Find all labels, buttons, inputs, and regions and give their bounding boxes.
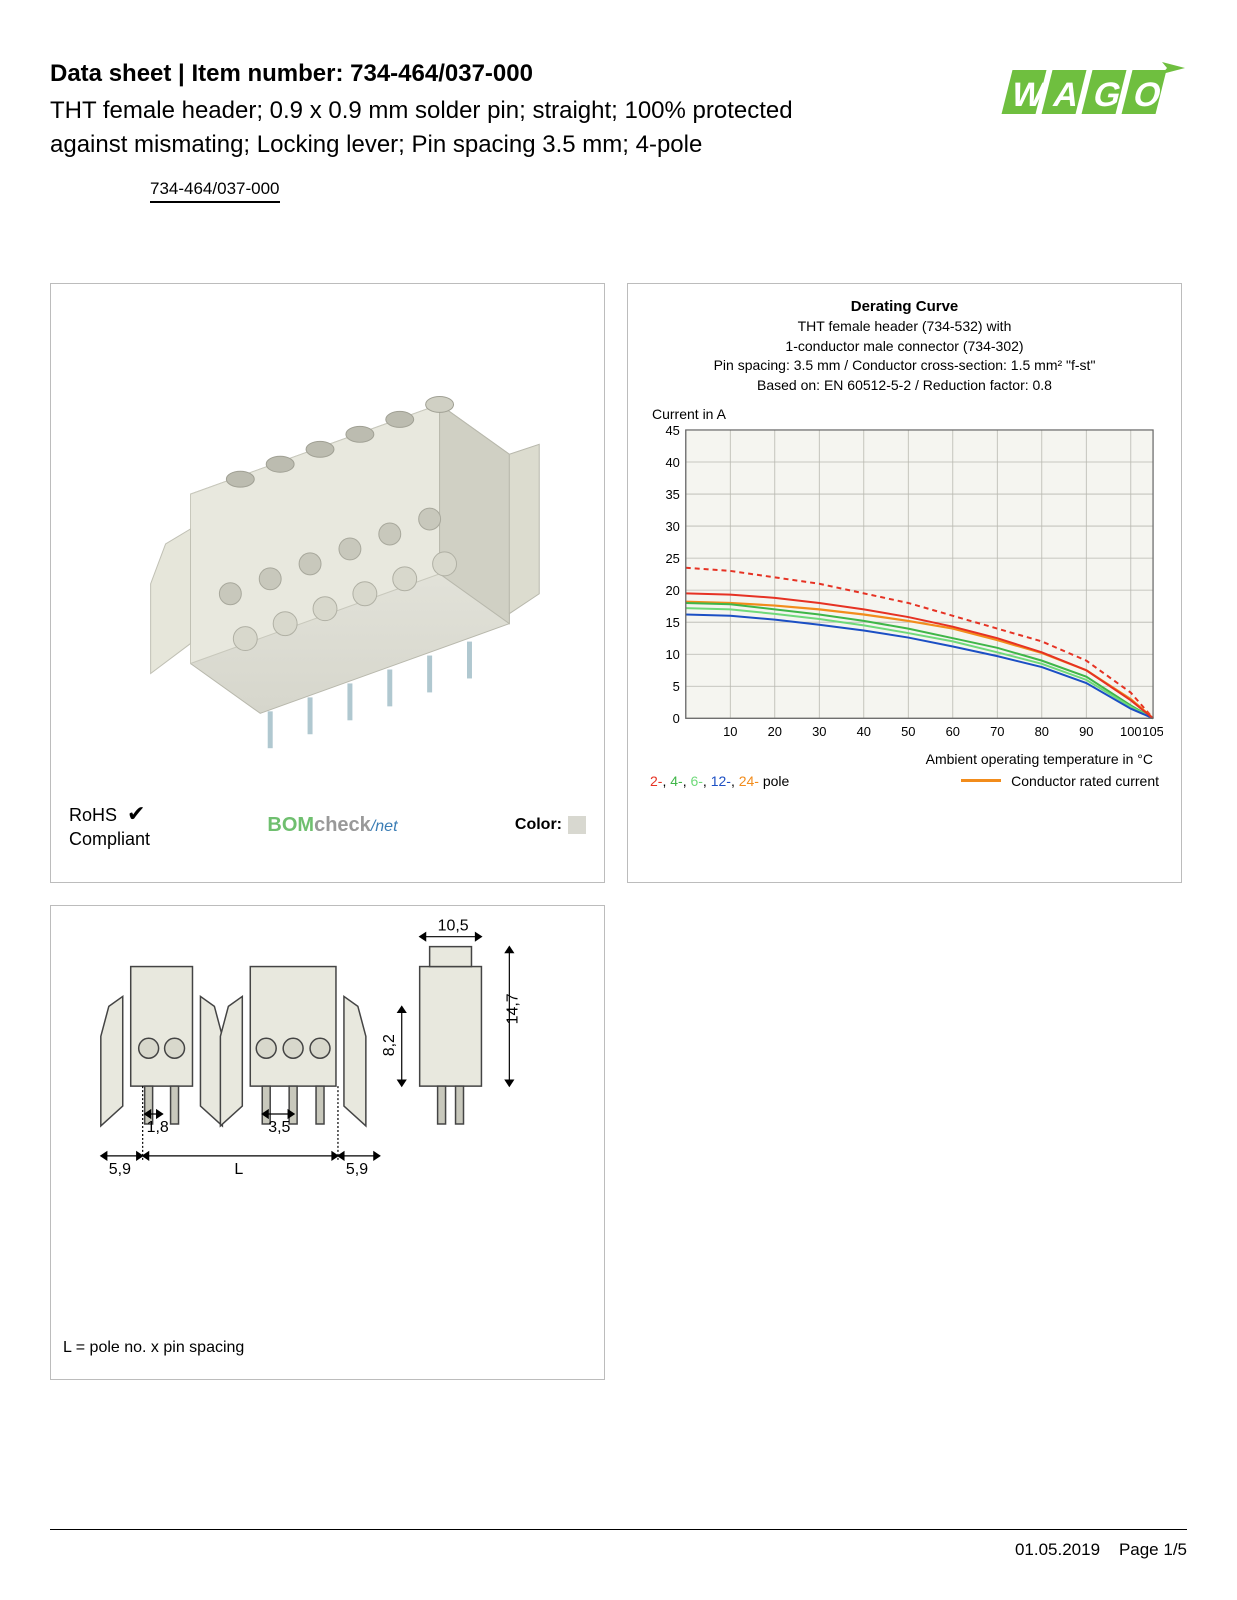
svg-text:50: 50 bbox=[901, 724, 915, 739]
dimension-note: L = pole no. x pin spacing bbox=[63, 1339, 244, 1357]
svg-text:25: 25 bbox=[665, 551, 679, 566]
title-label: Item number: bbox=[191, 60, 343, 87]
title-prefix: Data sheet bbox=[50, 60, 171, 87]
svg-text:105: 105 bbox=[1142, 724, 1163, 739]
chart-title: Derating Curve bbox=[646, 298, 1163, 315]
dim-5-9b: 5,9 bbox=[346, 1161, 368, 1178]
svg-text:20: 20 bbox=[665, 583, 679, 598]
svg-text:45: 45 bbox=[665, 426, 679, 438]
svg-text:70: 70 bbox=[990, 724, 1004, 739]
chart-panel: Derating Curve THT female header (734-53… bbox=[627, 283, 1182, 883]
product-image-panel: RoHS ✔ Compliant BOMcheck/net Color: bbox=[50, 283, 605, 883]
chart-legend: 2-, 4-, 6-, 12-, 24- pole Conductor rate… bbox=[646, 773, 1163, 789]
footer: 01.05.2019 Page 1/5 bbox=[50, 1529, 1187, 1560]
legend-poles: 2-, 4-, 6-, 12-, 24- pole bbox=[650, 773, 789, 789]
dim-10-5: 10,5 bbox=[438, 918, 469, 935]
dim-8-2: 8,2 bbox=[381, 1034, 398, 1056]
footer-date: 01.05.2019 bbox=[1015, 1540, 1100, 1559]
svg-text:100: 100 bbox=[1120, 724, 1142, 739]
svg-text:90: 90 bbox=[1079, 724, 1093, 739]
bomcheck-check: check bbox=[314, 814, 371, 836]
svg-text:10: 10 bbox=[665, 647, 679, 662]
wago-logo: W A G O bbox=[987, 60, 1187, 120]
compliance-row: RoHS ✔ Compliant BOMcheck/net Color: bbox=[51, 800, 604, 850]
product-image bbox=[51, 284, 604, 774]
dim-1-8: 1,8 bbox=[147, 1119, 169, 1136]
color-label: Color: bbox=[515, 816, 586, 834]
dim-L: L bbox=[234, 1161, 243, 1178]
svg-text:60: 60 bbox=[946, 724, 960, 739]
bomcheck-logo: BOMcheck/net bbox=[267, 814, 397, 837]
svg-text:40: 40 bbox=[857, 724, 871, 739]
color-text: Color: bbox=[515, 816, 562, 834]
header: Data sheet | Item number: 734-464/037-00… bbox=[50, 60, 1187, 203]
color-swatch bbox=[568, 816, 586, 834]
svg-text:20: 20 bbox=[768, 724, 782, 739]
svg-text:30: 30 bbox=[665, 519, 679, 534]
svg-text:15: 15 bbox=[665, 615, 679, 630]
chart-subtitle: THT female header (734-532) with 1-condu… bbox=[646, 317, 1163, 395]
bomcheck-bom: BOM bbox=[267, 814, 314, 836]
legend-line-icon bbox=[961, 779, 1001, 782]
dimensions-drawing: 10,5 14,7 8,2 1,8 3,5 5,9 L 5,9 bbox=[51, 906, 604, 1336]
bomcheck-net: /net bbox=[371, 818, 398, 835]
dimensions-panel: 10,5 14,7 8,2 1,8 3,5 5,9 L 5,9 L = pole… bbox=[50, 905, 605, 1380]
rohs-label: RoHS bbox=[69, 805, 117, 825]
svg-text:40: 40 bbox=[665, 455, 679, 470]
svg-text:35: 35 bbox=[665, 487, 679, 502]
dim-3-5: 3,5 bbox=[268, 1119, 290, 1136]
subtitle: THT female header; 0.9 x 0.9 mm solder p… bbox=[50, 94, 830, 161]
y-axis-label: Current in A bbox=[652, 406, 1163, 422]
title-line: Data sheet | Item number: 734-464/037-00… bbox=[50, 60, 830, 88]
check-icon: ✔ bbox=[127, 801, 145, 826]
svg-text:80: 80 bbox=[1035, 724, 1049, 739]
dim-14-7: 14,7 bbox=[504, 993, 521, 1024]
svg-text:0: 0 bbox=[673, 711, 680, 726]
derating-chart: 0 5 10 15 20 25 30 35 40 45 10 20 30 40 50 60 70 80 90 1001… bbox=[646, 426, 1163, 744]
x-axis-label: Ambient operating temperature in °C bbox=[646, 751, 1163, 767]
title-sep: | bbox=[171, 60, 191, 87]
svg-text:10: 10 bbox=[723, 724, 737, 739]
footer-page: Page 1/5 bbox=[1119, 1540, 1187, 1559]
dim-5-9a: 5,9 bbox=[109, 1161, 131, 1178]
compliant-label: Compliant bbox=[69, 829, 150, 849]
legend-conductor: Conductor rated current bbox=[961, 773, 1159, 789]
rohs-compliant: RoHS ✔ Compliant bbox=[69, 800, 150, 850]
item-number: 734-464/037-000 bbox=[350, 60, 533, 87]
header-text: Data sheet | Item number: 734-464/037-00… bbox=[50, 60, 830, 203]
svg-text:5: 5 bbox=[673, 679, 680, 694]
svg-text:30: 30 bbox=[812, 724, 826, 739]
item-link[interactable]: 734-464/037-000 bbox=[150, 179, 280, 203]
